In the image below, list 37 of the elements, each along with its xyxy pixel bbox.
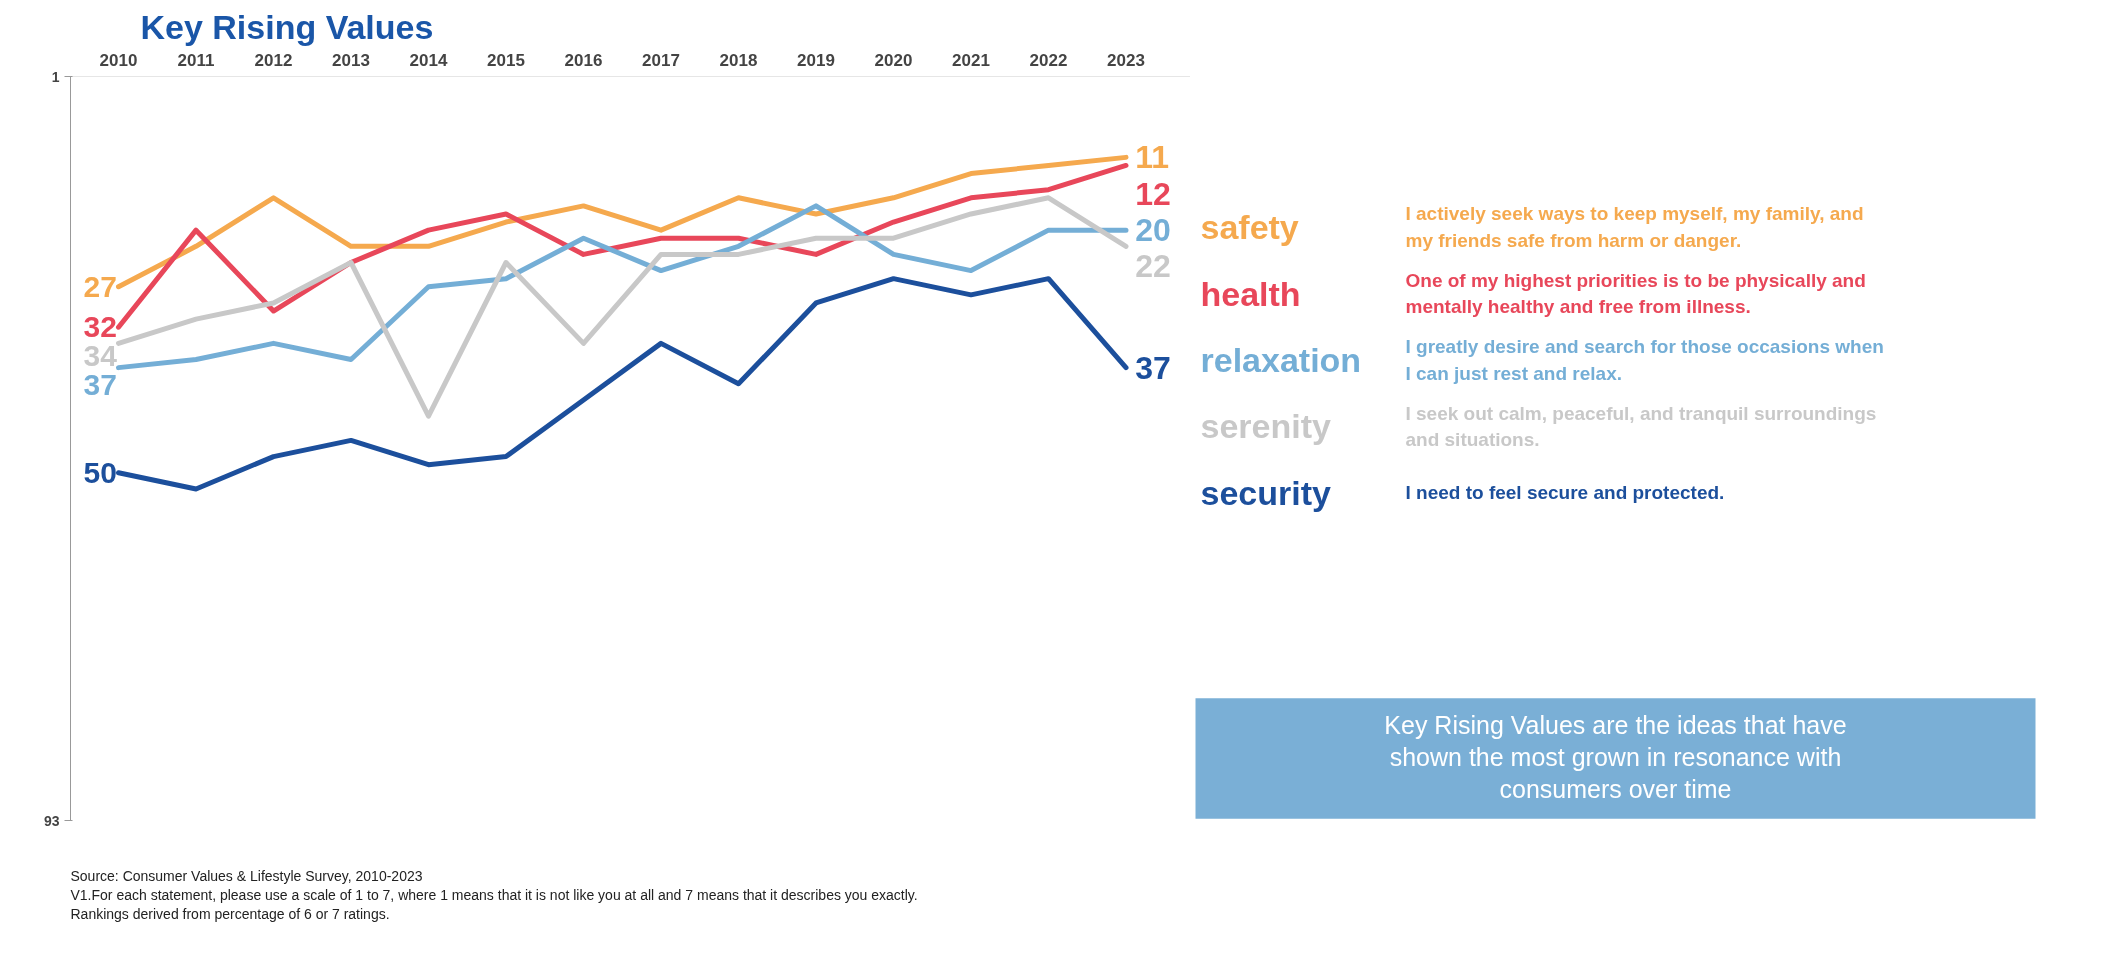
y-tick-label: 93: [43, 812, 60, 829]
chart-title: Key Rising Values: [140, 7, 434, 46]
data-label: 12: [1135, 175, 1171, 212]
text: I actively seek ways to keep myself, my family, and my friends safe from harm or danger.: [1405, 203, 1864, 251]
x-tick-label: 2023: [1107, 50, 1145, 70]
text: I greatly desire and search for those occasions when I can just rest and relax.: [1405, 336, 1884, 384]
text: One of my highest priorities is to be physically and mentally healthy and free from illness.: [1405, 269, 1866, 318]
text: I need to feel secure and protected.: [1405, 482, 1725, 504]
x-tick-label: 2013: [332, 50, 370, 70]
source-note: Source: Consumer Values & Lifestyle Survey, 2010-2023: [70, 867, 423, 884]
data-label: 37: [83, 367, 117, 401]
x-tick-label: 2018: [719, 50, 758, 70]
data-label: 37: [1135, 349, 1171, 386]
x-tick-label: 2012: [254, 50, 293, 70]
text: V1.For each statement, please use a scale of 1 to 7, where 1 means that it is not like you at all and 7 means that it describes you exactly.: [70, 886, 918, 903]
x-tick-label: 2019: [797, 50, 835, 70]
data-label: 50: [83, 455, 117, 489]
x-tick-label: 2011: [177, 50, 215, 70]
x-tick-label: 2021: [952, 50, 990, 70]
data-label: 27: [83, 269, 117, 303]
text: Rankings derived from percentage of 6 or 7 ratings.: [70, 905, 390, 922]
x-tick-label: 2016: [564, 50, 603, 70]
text: Key Rising Values are the ideas that have shown the most grown in resonance with consumers over time: [1384, 710, 1847, 804]
x-tick-label: 2022: [1029, 50, 1068, 70]
text: security: [1200, 473, 1331, 512]
text: health: [1200, 274, 1301, 313]
data-label: 20: [1135, 212, 1171, 249]
data-label: 11: [1135, 139, 1170, 176]
text: relaxation: [1200, 340, 1362, 379]
x-tick-label: 2015: [487, 50, 525, 70]
x-tick-label: 2020: [874, 50, 913, 70]
x-tick-label: 2014: [409, 50, 448, 70]
y-tick-label: 1: [51, 68, 60, 85]
x-tick-label: 2010: [99, 50, 138, 70]
data-label: 32: [83, 310, 117, 344]
text: safety: [1200, 208, 1299, 247]
x-tick-label: 2017: [642, 50, 680, 70]
